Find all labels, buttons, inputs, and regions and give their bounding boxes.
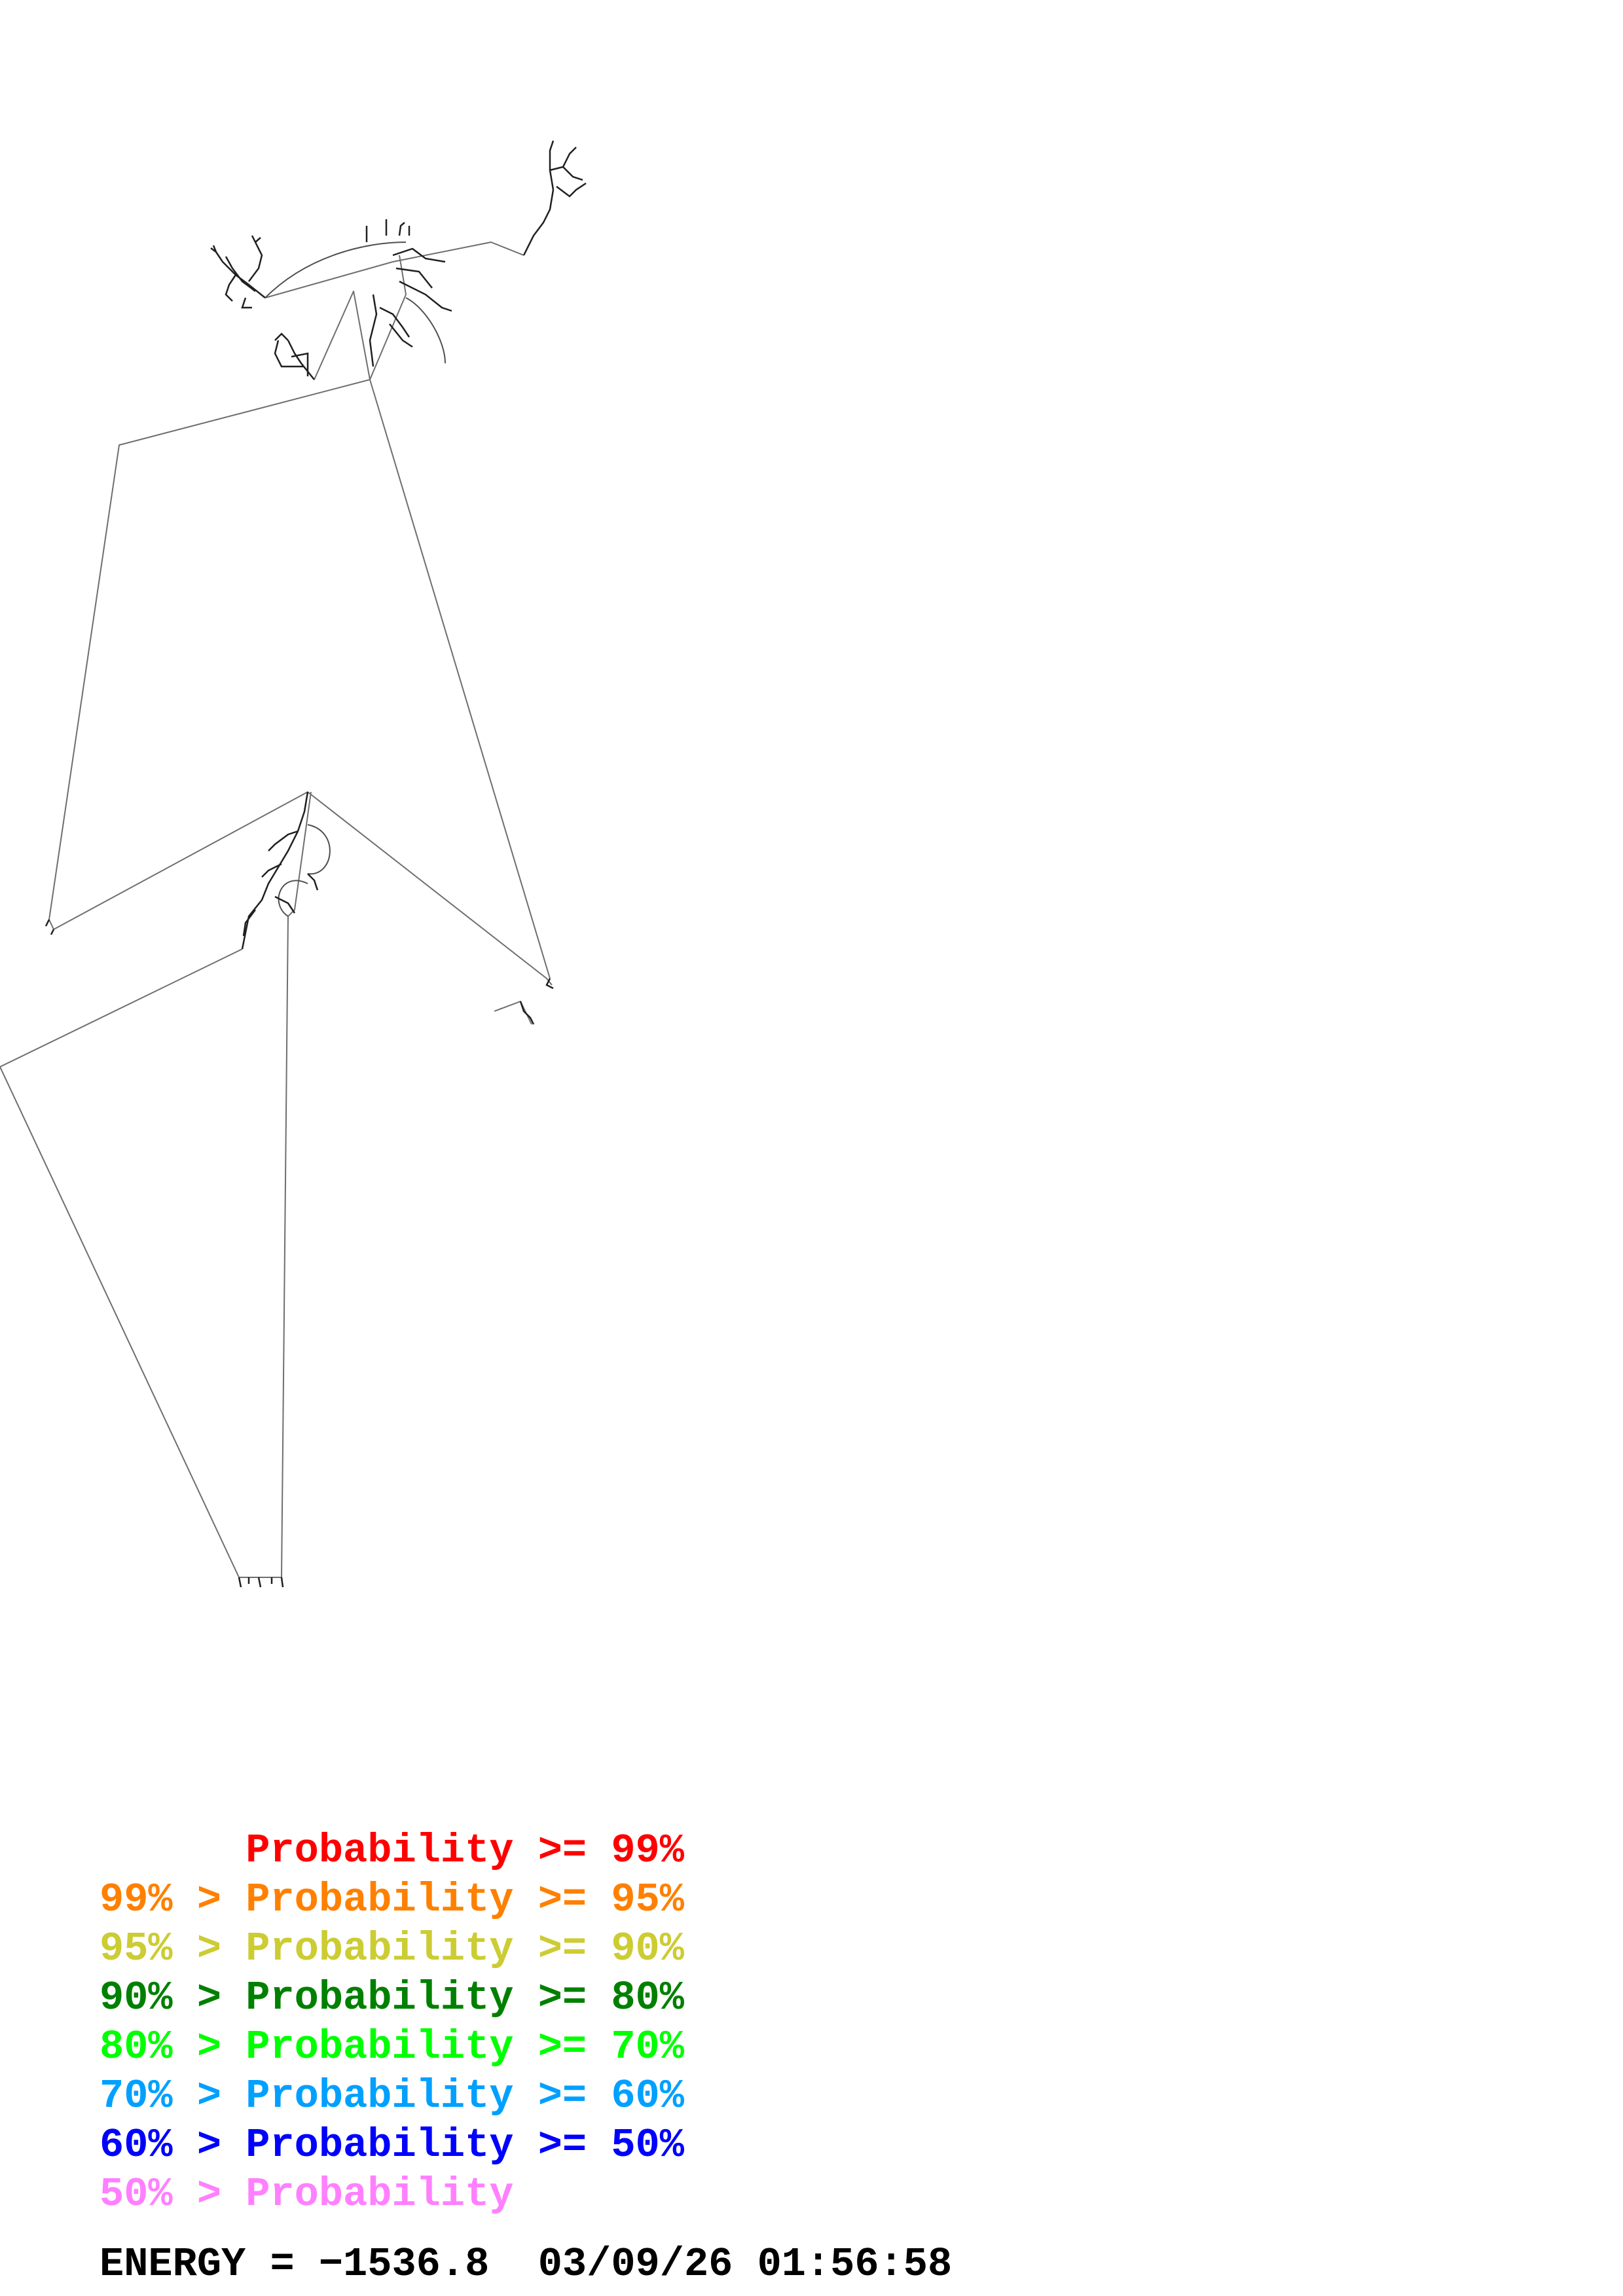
- arc-middle-upper: [307, 824, 331, 875]
- legend-row-70: 80% > Probability >= 70%: [100, 2024, 684, 2070]
- backbone-lower-join: [287, 791, 312, 917]
- legend-row-95: 99% > Probability >= 95%: [100, 1876, 684, 1923]
- helix-cluster-middle: [241, 791, 319, 950]
- helix-left-end: [45, 919, 55, 935]
- helix-cluster-top-right: [522, 140, 587, 256]
- legend-row-90: 95% > Probability >= 90%: [100, 1926, 684, 1972]
- helix-cluster-bottom: [238, 1577, 284, 1588]
- backbone-lower-loop: [0, 916, 289, 1578]
- helix-cluster-center-spine: [369, 294, 413, 367]
- legend-row-60: 70% > Probability >= 60%: [100, 2073, 684, 2119]
- legend-row-50: 60% > Probability >= 50%: [100, 2122, 684, 2168]
- legend-row-below-50: 50% > Probability: [100, 2171, 514, 2217]
- energy-timestamp: ENERGY = −1536.8 03/09/26 01:56:58: [100, 2241, 953, 2287]
- legend-row-80: 90% > Probability >= 80%: [100, 1975, 684, 2021]
- helix-cluster-right-end: [519, 978, 554, 1025]
- arc-middle-lower: [278, 880, 308, 917]
- helix-cluster-upper-left: [210, 235, 266, 309]
- arc-top-right: [405, 297, 446, 364]
- helix-cluster-top-center: [365, 219, 452, 312]
- backbone-right-segment: [369, 379, 551, 979]
- backbone-upper-loop: [48, 379, 553, 986]
- probability-legend: Probability >= 99% 99% > Probability >= …: [100, 1826, 1082, 2219]
- backbone-top-center: [314, 255, 407, 380]
- helix-cluster-left-upper: [274, 332, 315, 380]
- arc-top-left: [264, 242, 407, 298]
- legend-row-99: Probability >= 99%: [100, 1827, 684, 1874]
- backbone-top-branch: [264, 242, 524, 298]
